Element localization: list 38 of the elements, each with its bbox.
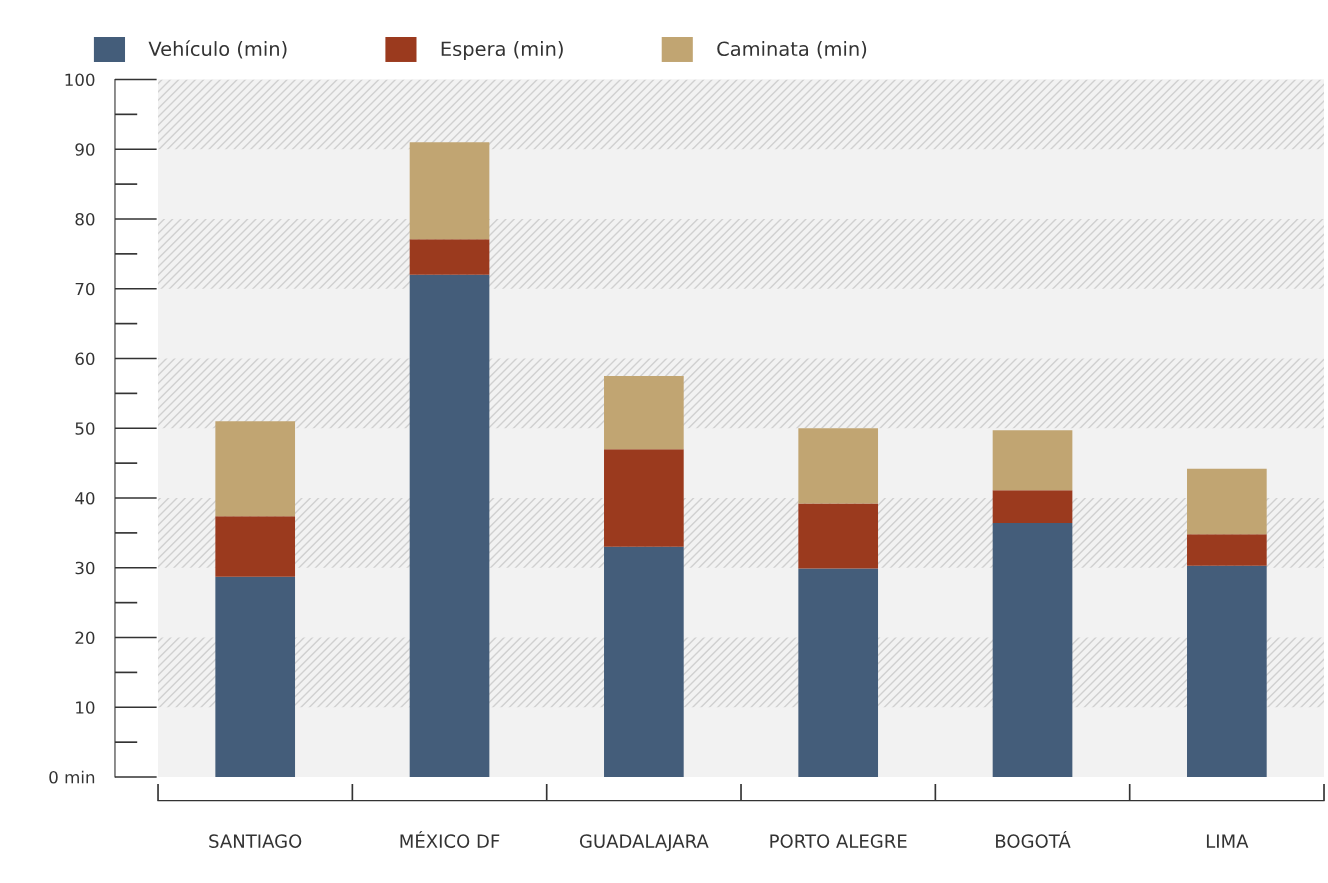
x-tick-label: PORTO ALEGRE bbox=[770, 834, 907, 848]
y-tick-label: 90 bbox=[75, 143, 95, 156]
bar bbox=[1187, 534, 1267, 566]
bar bbox=[409, 142, 490, 240]
y-tick-label: 80 bbox=[75, 212, 95, 226]
x-tick-label: BOGOTÁ bbox=[996, 831, 1071, 848]
legend-label: Vehículo (min) bbox=[148, 40, 287, 59]
bar bbox=[604, 375, 684, 450]
bar bbox=[409, 274, 490, 778]
y-tick-label: 60 bbox=[75, 352, 95, 366]
bar bbox=[992, 523, 1073, 778]
bar bbox=[798, 503, 879, 569]
bar bbox=[215, 421, 296, 517]
bar bbox=[1187, 565, 1267, 778]
legend-label: Espera (min) bbox=[441, 41, 563, 60]
bar bbox=[215, 516, 296, 577]
x-tick-label: LIMA bbox=[1206, 834, 1249, 848]
x-tick-label: GUADALAJARA bbox=[579, 834, 709, 852]
bar bbox=[798, 568, 879, 778]
x-tick-label: MÉXICO DF bbox=[400, 831, 500, 848]
bar bbox=[798, 428, 879, 504]
bar bbox=[992, 490, 1073, 524]
y-tick-label: 70 bbox=[75, 282, 95, 296]
y-tick-label: 20 bbox=[75, 631, 95, 645]
y-tick-label: 100 bbox=[65, 73, 95, 87]
x-tick-label: SANTIAGO bbox=[209, 834, 302, 848]
bar bbox=[215, 576, 296, 778]
y-tick-label: 50 bbox=[75, 422, 95, 435]
y-tick-label: 40 bbox=[75, 491, 95, 505]
bar bbox=[992, 430, 1073, 491]
y-tick-label: 0 min bbox=[49, 770, 95, 784]
bar bbox=[604, 546, 684, 778]
bar bbox=[604, 449, 684, 547]
y-tick-label: 10 bbox=[76, 701, 95, 714]
y-tick-label: 30 bbox=[75, 561, 95, 575]
legend-label: Caminata (min) bbox=[717, 41, 867, 59]
bar bbox=[409, 239, 490, 275]
bar bbox=[1187, 468, 1267, 535]
